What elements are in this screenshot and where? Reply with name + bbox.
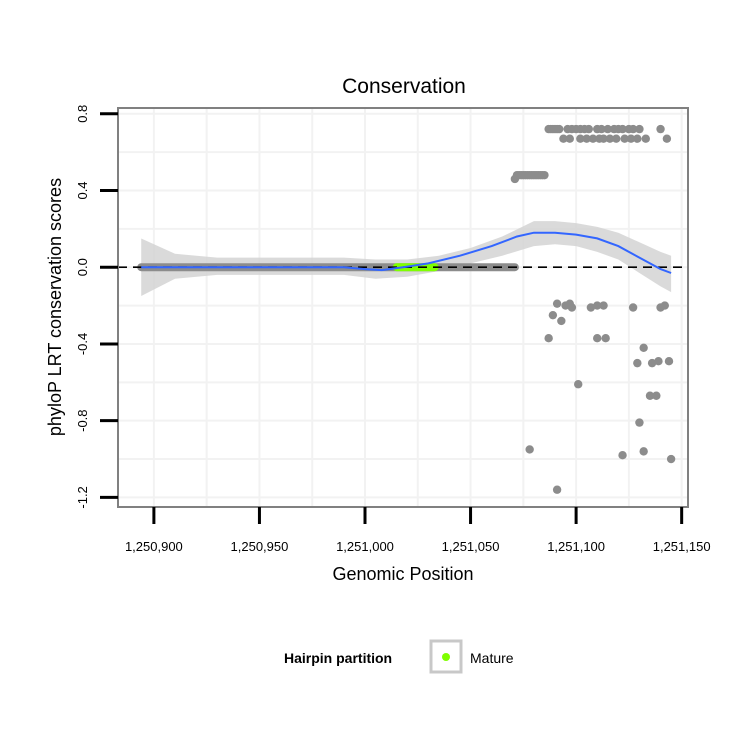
data-point	[586, 303, 596, 312]
x-tick-label: 1,250,900	[125, 539, 183, 554]
data-point	[582, 134, 591, 143]
data-point	[666, 454, 676, 464]
data-point	[605, 134, 615, 143]
data-point	[548, 310, 558, 320]
data-point	[525, 445, 534, 454]
data-point	[557, 316, 566, 326]
data-point	[633, 134, 642, 143]
y-tick-label: 0.8	[75, 105, 90, 123]
legend: Hairpin partition Mature	[284, 639, 514, 674]
data-point	[639, 447, 648, 456]
data-point	[635, 124, 644, 134]
data-point	[555, 124, 564, 134]
data-point	[567, 303, 577, 312]
smooth-fit-line	[141, 231, 672, 274]
data-point	[599, 301, 608, 310]
data-point	[552, 299, 562, 308]
data-point	[593, 333, 602, 343]
grid-lines	[118, 108, 688, 507]
data-point	[618, 124, 627, 134]
legend-label-mature: Mature	[470, 650, 514, 666]
y-axis-label: phyloP LRT conservation scores	[45, 178, 65, 436]
data-point	[544, 333, 553, 343]
data-point	[652, 391, 661, 400]
data-point	[603, 124, 612, 134]
data-point	[618, 451, 627, 460]
data-point	[641, 134, 650, 143]
data-point	[635, 418, 644, 427]
y-tick-label: -0.8	[75, 409, 90, 431]
scatter-points-layer	[510, 124, 676, 494]
data-point	[612, 134, 621, 143]
legend-title: Hairpin partition	[284, 650, 392, 666]
x-axis: 1,250,900 1,250,950 1,251,000 1,251,050 1,25…	[125, 507, 711, 554]
y-tick-label: 0.0	[75, 258, 90, 276]
data-point	[574, 380, 583, 389]
data-point	[628, 124, 638, 134]
x-tick-label: 1,251,100	[547, 539, 605, 554]
data-point	[599, 134, 608, 143]
data-point	[633, 358, 642, 368]
y-tick-label: 0.4	[75, 181, 90, 199]
data-point	[628, 303, 638, 312]
data-point	[639, 343, 648, 352]
data-point	[588, 134, 598, 143]
panel-border	[117, 107, 689, 508]
data-point	[656, 124, 665, 134]
x-tick-label: 1,250,950	[231, 539, 289, 554]
x-tick-label: 1,251,000	[336, 539, 394, 554]
y-tick-label: -0.4	[75, 333, 90, 355]
confidence-ribbon	[141, 221, 672, 296]
data-point	[576, 134, 585, 143]
data-point	[597, 124, 606, 134]
x-axis-label: Genomic Position	[332, 564, 473, 584]
legend-key-mature-dot	[442, 653, 450, 661]
data-point	[601, 333, 610, 343]
smooth-curve-layer	[141, 231, 672, 274]
y-axis: 0.8 0.4 0.0 -0.4 -0.8 -1.2	[75, 105, 118, 509]
data-point	[662, 134, 672, 143]
confidence-ribbon-layer	[141, 221, 672, 296]
y-tick-label: -1.2	[75, 486, 90, 508]
data-point	[540, 170, 549, 180]
data-point	[584, 124, 593, 134]
data-point	[593, 301, 602, 310]
data-point	[664, 357, 674, 366]
data-point	[645, 391, 655, 400]
data-point	[654, 357, 663, 366]
data-point	[626, 134, 636, 143]
x-tick-label: 1,251,150	[653, 539, 711, 554]
data-point	[660, 301, 669, 310]
data-point	[647, 358, 657, 368]
data-point	[559, 134, 568, 143]
data-point	[565, 134, 574, 143]
data-point	[620, 134, 629, 143]
chart-title: Conservation	[342, 75, 466, 98]
data-point	[552, 485, 562, 494]
x-tick-label: 1,251,050	[442, 539, 500, 554]
